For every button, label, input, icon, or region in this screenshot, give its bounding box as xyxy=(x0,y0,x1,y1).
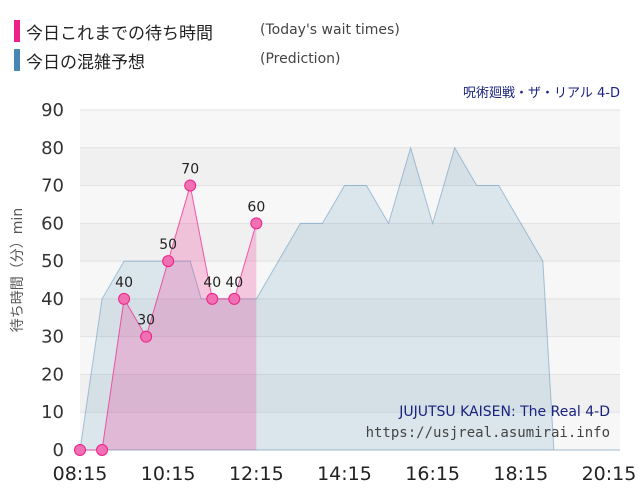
actual-area xyxy=(80,185,257,451)
grid-band xyxy=(80,412,620,450)
actual-point xyxy=(184,179,197,192)
grid-band xyxy=(80,261,620,299)
grid-band xyxy=(80,185,620,224)
actual-point xyxy=(228,292,241,305)
legend-actual: 今日これまでの待ち時間 xyxy=(14,19,213,44)
grid-band xyxy=(80,374,620,413)
x-axis-ticks: 08:15 10:15 12:15 14:15 16:15 18:15 20:15 xyxy=(53,463,637,485)
y-tick-label: 0 xyxy=(53,440,64,461)
data-label: 30 xyxy=(137,313,155,329)
y-axis-label: 待ち時間（分）min xyxy=(10,208,26,332)
legend-actual-english: (Today's wait times) xyxy=(260,22,400,38)
y-tick-label: 10 xyxy=(41,402,64,423)
y-axis-ticks: 0 10 20 30 40 50 60 70 80 90 xyxy=(41,100,64,461)
x-tick-label: 12:15 xyxy=(229,463,284,485)
y-tick-label: 90 xyxy=(41,100,64,121)
legend-prediction-swatch xyxy=(14,49,20,71)
data-label: 40 xyxy=(115,275,133,291)
grid-band xyxy=(80,110,620,148)
attraction-name: 呪術廻戦・ザ・リアル 4-D xyxy=(463,86,620,101)
watermark-url: https://usjreal.asumirai.info xyxy=(366,425,610,441)
grid-bands xyxy=(80,110,620,450)
data-label: 60 xyxy=(247,199,265,215)
x-tick-label: 10:15 xyxy=(141,463,196,485)
data-label: 50 xyxy=(159,237,177,253)
actual-point xyxy=(206,292,219,305)
x-tick-label: 18:15 xyxy=(493,463,548,485)
grid-band xyxy=(80,336,620,375)
data-label: 40 xyxy=(225,275,243,291)
actual-point xyxy=(74,444,86,456)
y-tick-label: 70 xyxy=(41,176,64,197)
legend-prediction: 今日の混雑予想 xyxy=(14,48,145,73)
actual-point xyxy=(250,217,263,230)
y-tick-label: 50 xyxy=(41,251,64,272)
y-tick-label: 20 xyxy=(41,364,64,385)
grid-band xyxy=(80,298,620,337)
y-tick-label: 30 xyxy=(41,327,64,348)
y-tick-label: 80 xyxy=(41,138,64,159)
data-label: 70 xyxy=(181,162,199,178)
legend-prediction-english: (Prediction) xyxy=(260,51,341,67)
y-tick-label: 40 xyxy=(41,289,64,310)
x-tick-label: 14:15 xyxy=(317,463,372,485)
y-tick-label: 60 xyxy=(41,213,64,234)
actual-point xyxy=(118,292,131,305)
data-label: 40 xyxy=(203,275,221,291)
actual-point xyxy=(140,330,153,343)
x-tick-label: 16:15 xyxy=(405,463,460,485)
legend-prediction-label: 今日の混雑予想 xyxy=(26,52,145,73)
grid-band xyxy=(80,147,620,186)
x-tick-label: 20:15 xyxy=(582,463,637,485)
x-tick-label: 08:15 xyxy=(53,463,108,485)
legend-actual-label: 今日これまでの待ち時間 xyxy=(26,23,213,44)
legend-actual-swatch xyxy=(14,20,20,42)
actual-point xyxy=(96,444,109,456)
watermark-title: JUJUTSU KAISEN: The Real 4-D xyxy=(398,404,610,420)
actual-point xyxy=(162,255,175,268)
